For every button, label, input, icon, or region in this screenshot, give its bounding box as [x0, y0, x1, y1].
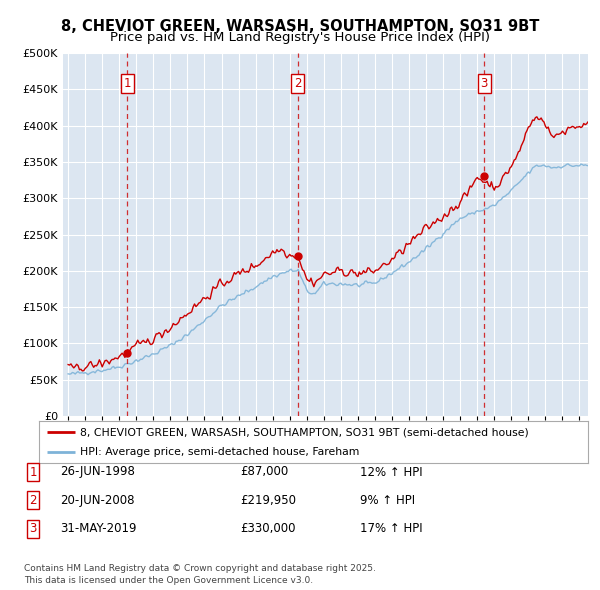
Text: 31-MAY-2019: 31-MAY-2019	[60, 522, 137, 535]
Text: 1: 1	[29, 466, 37, 478]
Text: 8, CHEVIOT GREEN, WARSASH, SOUTHAMPTON, SO31 9BT: 8, CHEVIOT GREEN, WARSASH, SOUTHAMPTON, …	[61, 19, 539, 34]
Text: Contains HM Land Registry data © Crown copyright and database right 2025.
This d: Contains HM Land Registry data © Crown c…	[24, 565, 376, 585]
Text: 20-JUN-2008: 20-JUN-2008	[60, 494, 134, 507]
Text: 12% ↑ HPI: 12% ↑ HPI	[360, 466, 422, 478]
Text: 17% ↑ HPI: 17% ↑ HPI	[360, 522, 422, 535]
Text: 3: 3	[29, 522, 37, 535]
Text: £219,950: £219,950	[240, 494, 296, 507]
Text: 9% ↑ HPI: 9% ↑ HPI	[360, 494, 415, 507]
Text: HPI: Average price, semi-detached house, Fareham: HPI: Average price, semi-detached house,…	[80, 447, 359, 457]
Text: 8, CHEVIOT GREEN, WARSASH, SOUTHAMPTON, SO31 9BT (semi-detached house): 8, CHEVIOT GREEN, WARSASH, SOUTHAMPTON, …	[80, 427, 529, 437]
Text: Price paid vs. HM Land Registry's House Price Index (HPI): Price paid vs. HM Land Registry's House …	[110, 31, 490, 44]
Text: £330,000: £330,000	[240, 522, 296, 535]
Text: 1: 1	[124, 77, 131, 90]
Text: 2: 2	[294, 77, 301, 90]
Text: 26-JUN-1998: 26-JUN-1998	[60, 466, 135, 478]
Text: 3: 3	[481, 77, 488, 90]
Text: 2: 2	[29, 494, 37, 507]
Text: £87,000: £87,000	[240, 466, 288, 478]
